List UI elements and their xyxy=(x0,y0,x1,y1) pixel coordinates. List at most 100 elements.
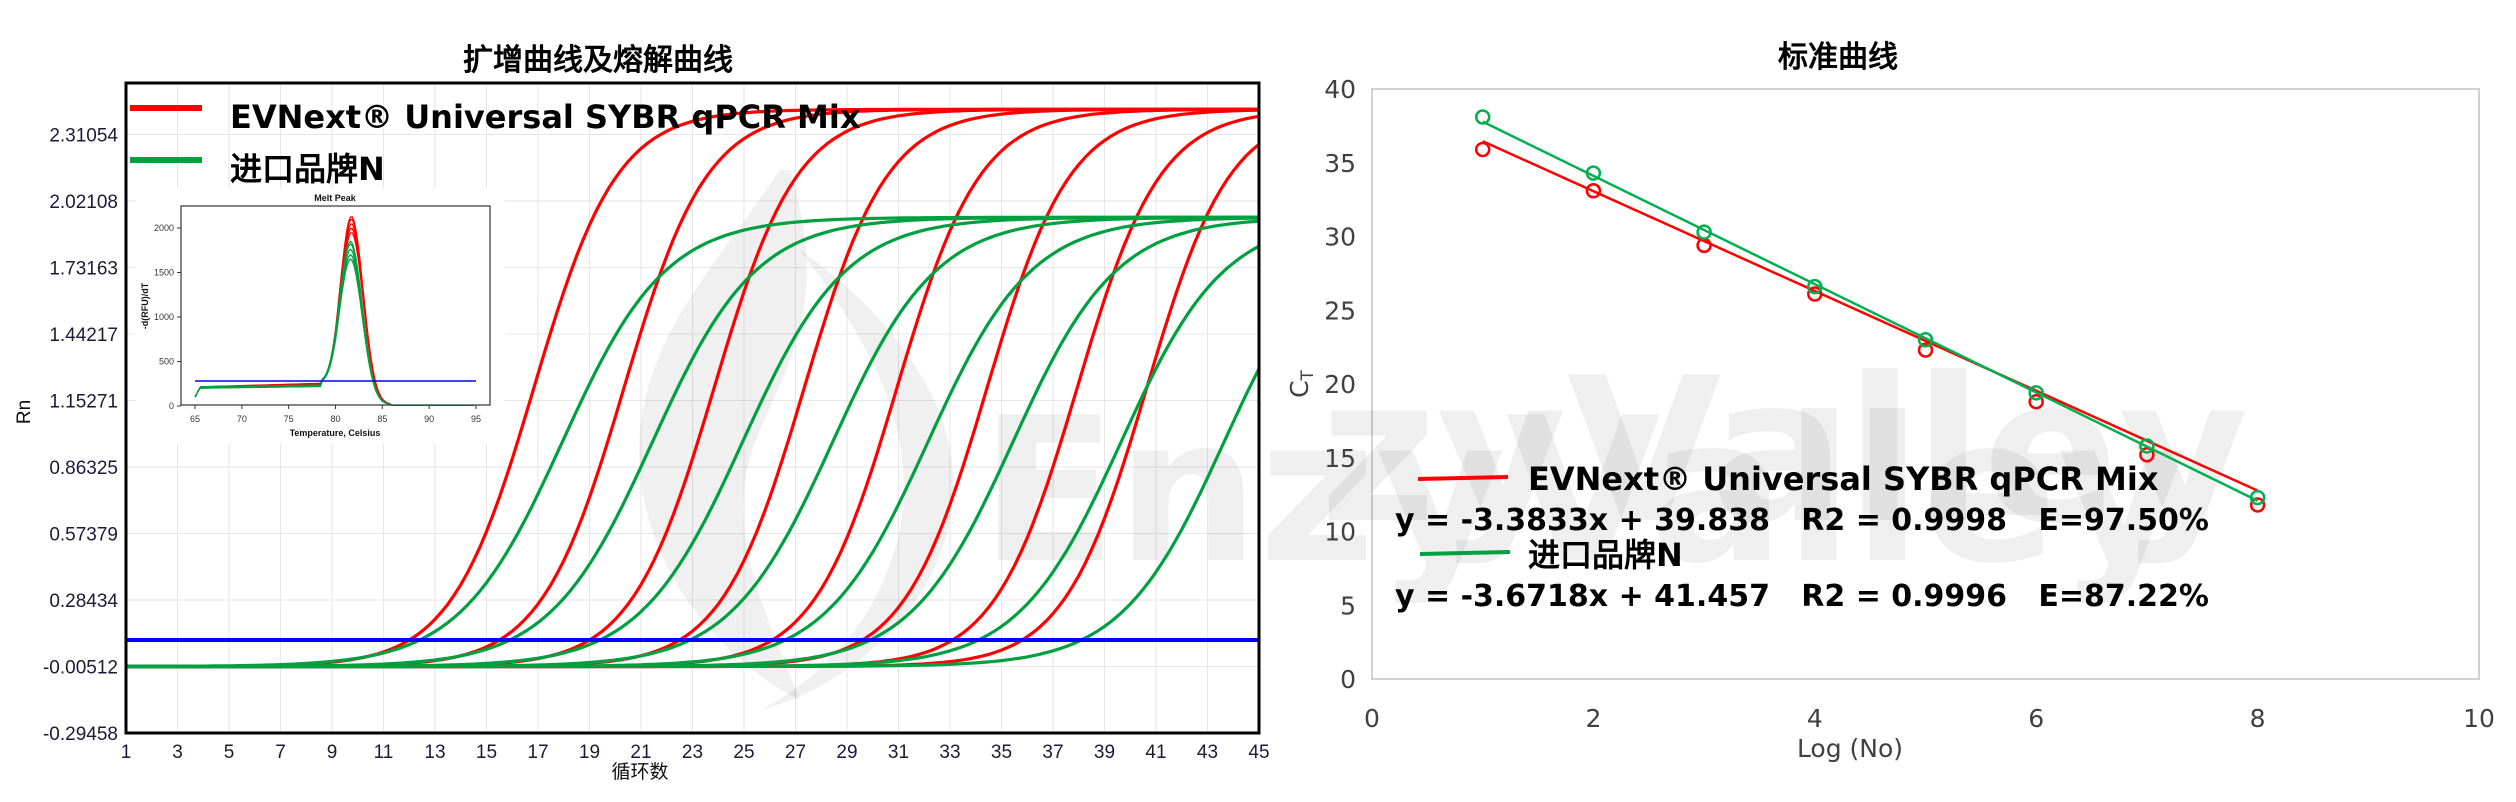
y-tick-label: 1.44217 xyxy=(49,325,118,346)
amplification-chart-title: 扩增曲线及熔解曲线 xyxy=(463,43,733,78)
x-tick-label: 6 xyxy=(2028,704,2044,733)
x-tick-label: 33 xyxy=(939,742,960,763)
standard-curve-title: 标准曲线 xyxy=(1778,40,1898,75)
y-tick-label: 5 xyxy=(1340,591,1356,620)
equation-brand-n: y = -3.6718x + 41.457 R2 = 0.9996 E=87.2… xyxy=(1395,579,2209,614)
x-tick-label: 11 xyxy=(374,742,394,763)
x-tick-label: 21 xyxy=(630,742,651,763)
x-tick-label: 29 xyxy=(836,742,857,763)
y-tick-label: 2.31054 xyxy=(49,126,118,147)
data-point-marker[interactable] xyxy=(1474,109,1491,125)
standard-curve-legend: EVNext® Universal SYBR qPCR Mix y = -3.3… xyxy=(1395,460,2209,614)
x-tick-label: 15 xyxy=(476,742,497,763)
inset-y-tick: 1000 xyxy=(154,312,174,322)
inset-y-tick: 1500 xyxy=(154,268,174,278)
legend-label-brand-n: 进口品牌N xyxy=(230,150,385,188)
y-tick-label: 0 xyxy=(1340,665,1356,694)
y-tick-label: -0.00512 xyxy=(43,658,118,679)
legend-swatch-brand-n-right xyxy=(1419,550,1511,556)
x-tick-label: 25 xyxy=(733,742,754,763)
y-tick-label: 25 xyxy=(1324,296,1356,325)
data-point-marker[interactable] xyxy=(1917,342,1934,358)
x-tick-label: 39 xyxy=(1094,742,1115,763)
standard-curve-x-ticks: 0 2 4 6 8 10 xyxy=(1364,704,2495,733)
legend-label-evnext-right: EVNext® Universal SYBR qPCR Mix xyxy=(1528,460,2159,498)
trendline xyxy=(1482,140,2259,492)
inset-x-tick: 65 xyxy=(190,414,200,424)
inset-y-label: -d(RFU)/dT xyxy=(140,282,150,329)
x-tick-label: 13 xyxy=(424,742,445,763)
standard-curve-y-label: CT xyxy=(1285,369,1318,397)
x-tick-label: 1 xyxy=(121,742,132,763)
y-tick-label: 1.15271 xyxy=(49,392,118,413)
y-tick-label: 1.73163 xyxy=(49,259,118,280)
y-tick-label: 40 xyxy=(1324,75,1356,104)
y-tick-label: 10 xyxy=(1324,518,1356,547)
y-tick-label: 15 xyxy=(1324,444,1356,473)
standard-curve-series xyxy=(1474,109,2266,513)
data-point-marker[interactable] xyxy=(1807,286,1823,302)
legend-label-evnext: EVNext® Universal SYBR qPCR Mix xyxy=(230,98,861,136)
x-tick-label: 41 xyxy=(1145,742,1166,763)
standard-curve-plot-frame xyxy=(1371,88,2480,680)
data-point-marker[interactable] xyxy=(1807,278,1823,295)
data-point-marker[interactable] xyxy=(1585,183,1602,199)
data-point-marker[interactable] xyxy=(1917,332,1934,348)
y-tick-label: 35 xyxy=(1324,149,1356,178)
data-point-marker[interactable] xyxy=(2028,393,2044,410)
inset-x-tick: 80 xyxy=(330,414,340,424)
data-point-marker[interactable] xyxy=(1585,165,1602,181)
inset-background xyxy=(135,188,505,444)
inset-x-tick: 95 xyxy=(471,414,481,424)
inset-y-tick: 0 xyxy=(169,401,174,411)
amplification-y-ticks: -0.29458 -0.00512 0.28434 0.57379 0.86325 1.1… xyxy=(43,126,118,746)
x-tick-label: 3 xyxy=(172,742,183,763)
data-point-marker[interactable] xyxy=(2249,497,2266,513)
melt-peak-inset: Melt Peak 65 70 75 80 85 90 95 0 500 1000 1500 2000… xyxy=(135,188,505,444)
amplification-x-label: 循环数 xyxy=(611,761,668,783)
x-tick-label: 45 xyxy=(1248,742,1269,763)
inset-x-tick: 85 xyxy=(377,414,387,424)
x-tick-label: 8 xyxy=(2250,704,2266,733)
data-point-marker[interactable] xyxy=(2139,438,2155,454)
legend-label-brand-n-right: 进口品牌N xyxy=(1528,536,1683,574)
inset-x-label: Temperature, Celsius xyxy=(290,428,381,438)
x-tick-label: 9 xyxy=(327,742,338,763)
x-tick-label: 4 xyxy=(1807,704,1823,733)
x-tick-label: 23 xyxy=(682,742,703,763)
y-tick-label: 0.28434 xyxy=(49,591,118,612)
x-tick-label: 43 xyxy=(1197,742,1218,763)
data-point-marker[interactable] xyxy=(2249,489,2266,506)
x-tick-label: 31 xyxy=(888,742,909,763)
amplification-x-ticks: 1 3 5 7 9 11 13 15 17 19 21 23 25 27 29 31 33 35 37 39 41 43 4… xyxy=(121,742,1270,763)
y-label-text: C xyxy=(1285,380,1314,397)
y-tick-label: 2.02108 xyxy=(49,192,118,213)
standard-curve-x-label: Log (No) xyxy=(1797,734,1903,763)
amplification-curve xyxy=(126,367,1261,669)
x-tick-label: 5 xyxy=(224,742,235,763)
watermark-text-right: zyValley xyxy=(1320,335,2249,568)
watermark-text: EnzyValley xyxy=(980,375,2188,608)
x-tick-label: 27 xyxy=(785,742,806,763)
amplification-plot-frame xyxy=(124,81,1261,735)
x-tick-label: 0 xyxy=(1364,704,1380,733)
inset-ticks: 65 70 75 80 85 90 95 0 500 1000 1500 2000 xyxy=(154,223,481,424)
data-point-marker[interactable] xyxy=(1696,224,1712,240)
y-tick-label: -0.29458 xyxy=(43,724,118,745)
x-tick-label: 7 xyxy=(275,742,286,763)
x-tick-label: 35 xyxy=(991,742,1012,763)
y-label-subscript: T xyxy=(1298,369,1318,381)
y-tick-label: 20 xyxy=(1324,370,1356,399)
data-point-marker[interactable] xyxy=(1474,141,1491,158)
amplification-chart: 扩增曲线及熔解曲线 EnzyValley -0.29458 -0.00512 0.2… xyxy=(14,43,2188,783)
standard-curve-y-ticks: 0 5 10 15 20 25 30 35 40 xyxy=(1324,75,1356,694)
amplification-curves xyxy=(126,107,1261,669)
y-tick-label: 30 xyxy=(1324,223,1356,252)
inset-x-tick: 75 xyxy=(284,414,294,424)
inset-y-tick: 2000 xyxy=(154,223,174,233)
data-point-marker[interactable] xyxy=(2028,385,2044,401)
y-tick-label: 0.57379 xyxy=(49,525,118,546)
x-tick-label: 37 xyxy=(1042,742,1063,763)
data-point-marker[interactable] xyxy=(2139,447,2155,463)
